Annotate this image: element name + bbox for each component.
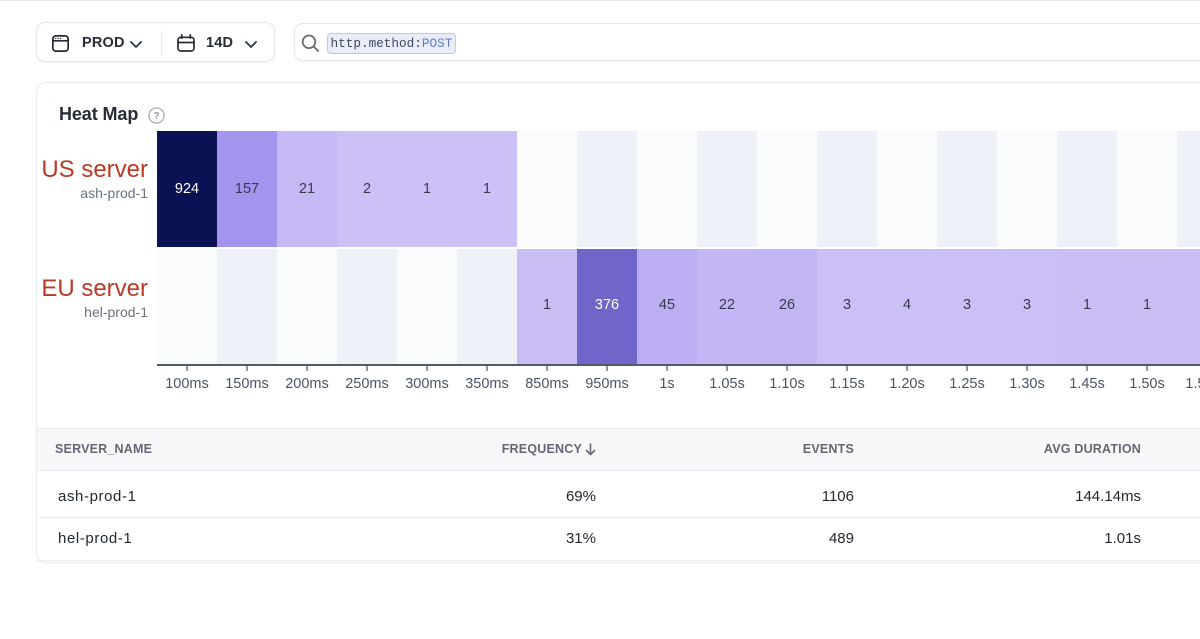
svg-text:?: ? xyxy=(153,110,159,122)
